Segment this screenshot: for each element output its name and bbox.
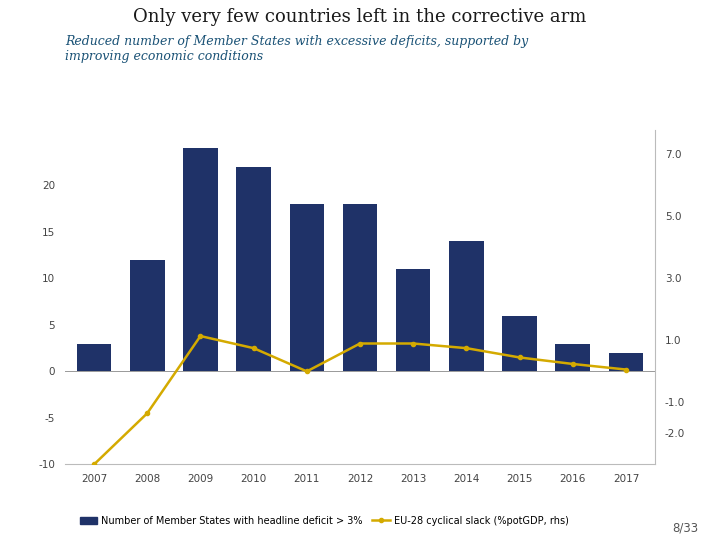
Bar bbox=[608, 353, 643, 372]
Bar bbox=[130, 260, 165, 372]
Bar bbox=[289, 204, 324, 372]
Bar bbox=[396, 269, 431, 372]
Bar bbox=[343, 204, 377, 372]
Bar bbox=[503, 315, 537, 372]
Bar bbox=[555, 343, 590, 372]
Text: Reduced number of Member States with excessive deficits, supported by
improving : Reduced number of Member States with exc… bbox=[65, 35, 528, 63]
Bar bbox=[236, 167, 271, 372]
Bar bbox=[183, 148, 217, 372]
Legend: Number of Member States with headline deficit > 3%, EU-28 cyclical slack (%potGD: Number of Member States with headline de… bbox=[76, 512, 572, 530]
Text: 8/33: 8/33 bbox=[672, 522, 698, 535]
Bar bbox=[449, 241, 484, 372]
Bar bbox=[77, 343, 112, 372]
Text: Only very few countries left in the corrective arm: Only very few countries left in the corr… bbox=[133, 8, 587, 26]
